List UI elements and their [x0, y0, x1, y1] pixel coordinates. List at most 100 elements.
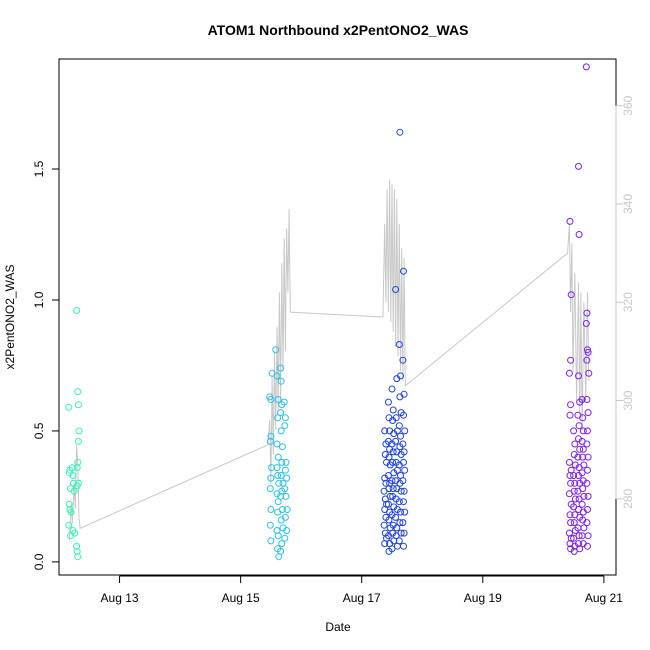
- data-point: [65, 521, 73, 529]
- data-point: [582, 320, 590, 327]
- data-point: [381, 427, 389, 435]
- data-point: [277, 547, 285, 555]
- data-point: [567, 534, 575, 542]
- data-point: [579, 427, 587, 435]
- data-point: [283, 474, 291, 482]
- data-point: [584, 346, 591, 354]
- data-point: [266, 485, 274, 493]
- data-point: [401, 427, 409, 435]
- y-axis: 0.0 0.5 1.0 1.5: [32, 160, 60, 570]
- data-point: [400, 448, 408, 456]
- data-point: [380, 521, 388, 529]
- data-point: [392, 414, 400, 422]
- data-point: [278, 540, 286, 548]
- data-point: [584, 492, 592, 500]
- data-point: [388, 385, 396, 393]
- data-point: [74, 553, 82, 561]
- data-point: [73, 482, 81, 490]
- data-point: [283, 506, 291, 513]
- x-tick-label: Aug 15: [222, 591, 260, 605]
- data-point: [274, 472, 282, 479]
- data-point: [272, 346, 280, 354]
- data-point: [584, 532, 592, 540]
- data-point: [267, 506, 275, 513]
- data-point: [267, 396, 275, 403]
- data-point: [571, 479, 579, 487]
- data-point: [570, 519, 578, 527]
- data-point: [75, 427, 83, 435]
- data-point: [71, 529, 79, 537]
- data-point: [565, 458, 573, 466]
- data-point: [399, 356, 407, 364]
- y2-tick-label: 280: [621, 488, 635, 508]
- data-point: [580, 524, 588, 532]
- data-point: [384, 398, 392, 406]
- data-point: [277, 409, 285, 417]
- x-tick-label: Aug 21: [585, 591, 623, 605]
- plot-frame: [58, 58, 617, 576]
- data-point: [277, 377, 285, 385]
- data-point: [585, 369, 593, 377]
- data-point: [570, 487, 578, 495]
- data-point: [566, 472, 574, 479]
- data-point: [397, 372, 404, 380]
- data-point: [396, 128, 404, 136]
- data-point: [395, 341, 403, 348]
- y2-tick-label: 340: [621, 194, 635, 214]
- x-axis: Aug 13 Aug 15 Aug 17 Aug 19 Aug 21: [101, 575, 623, 605]
- data-point: [401, 466, 409, 474]
- data-point: [570, 547, 578, 555]
- data-point: [384, 472, 392, 479]
- data-point: [580, 492, 588, 500]
- data-point: [574, 453, 582, 461]
- data-point: [281, 414, 289, 422]
- data-point: [566, 511, 574, 519]
- data-point: [395, 537, 403, 545]
- data-point: [397, 508, 404, 516]
- data-point: [575, 532, 583, 540]
- data-point: [575, 372, 582, 380]
- data-point: [567, 519, 575, 527]
- data-point: [278, 506, 286, 513]
- data-point: [267, 474, 275, 482]
- data-point: [389, 406, 397, 414]
- data-point: [281, 422, 289, 430]
- data-point: [584, 427, 591, 435]
- data-point: [579, 445, 587, 453]
- y-tick-label: 1.5: [32, 160, 46, 177]
- data-point: [400, 267, 407, 275]
- data-point: [274, 396, 282, 403]
- data-point: [275, 479, 283, 487]
- data-point: [584, 466, 591, 474]
- secondary-line-layer: [68, 179, 590, 541]
- data-point: [575, 422, 583, 430]
- data-point: [386, 492, 394, 500]
- y-tick-label: 0.5: [32, 422, 46, 439]
- data-point: [575, 540, 582, 548]
- data-point: [267, 432, 275, 440]
- data-point: [67, 508, 75, 516]
- data-point: [567, 479, 575, 487]
- x-tick-label: Aug 13: [101, 591, 139, 605]
- data-point: [400, 542, 407, 550]
- data-point: [273, 527, 281, 534]
- data-point: [584, 506, 591, 513]
- data-point: [283, 527, 291, 534]
- data-point: [385, 485, 393, 493]
- data-point: [401, 508, 409, 516]
- data-point: [395, 498, 403, 506]
- data-point: [392, 437, 400, 445]
- data-point: [566, 217, 574, 225]
- data-point: [579, 485, 587, 493]
- data-point: [582, 63, 590, 71]
- data-point: [584, 542, 591, 550]
- x-axis-label: Date: [325, 620, 351, 634]
- data-point: [583, 396, 591, 403]
- y2-tick-label: 300: [621, 390, 635, 410]
- data-point: [282, 458, 290, 466]
- data-point: [277, 472, 285, 479]
- data-point: [397, 432, 404, 440]
- data-point: [385, 516, 393, 524]
- data-point: [399, 440, 407, 448]
